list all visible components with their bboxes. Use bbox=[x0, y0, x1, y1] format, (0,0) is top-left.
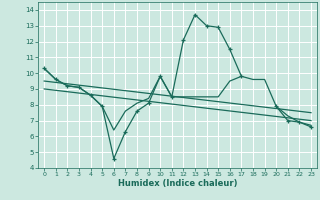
X-axis label: Humidex (Indice chaleur): Humidex (Indice chaleur) bbox=[118, 179, 237, 188]
